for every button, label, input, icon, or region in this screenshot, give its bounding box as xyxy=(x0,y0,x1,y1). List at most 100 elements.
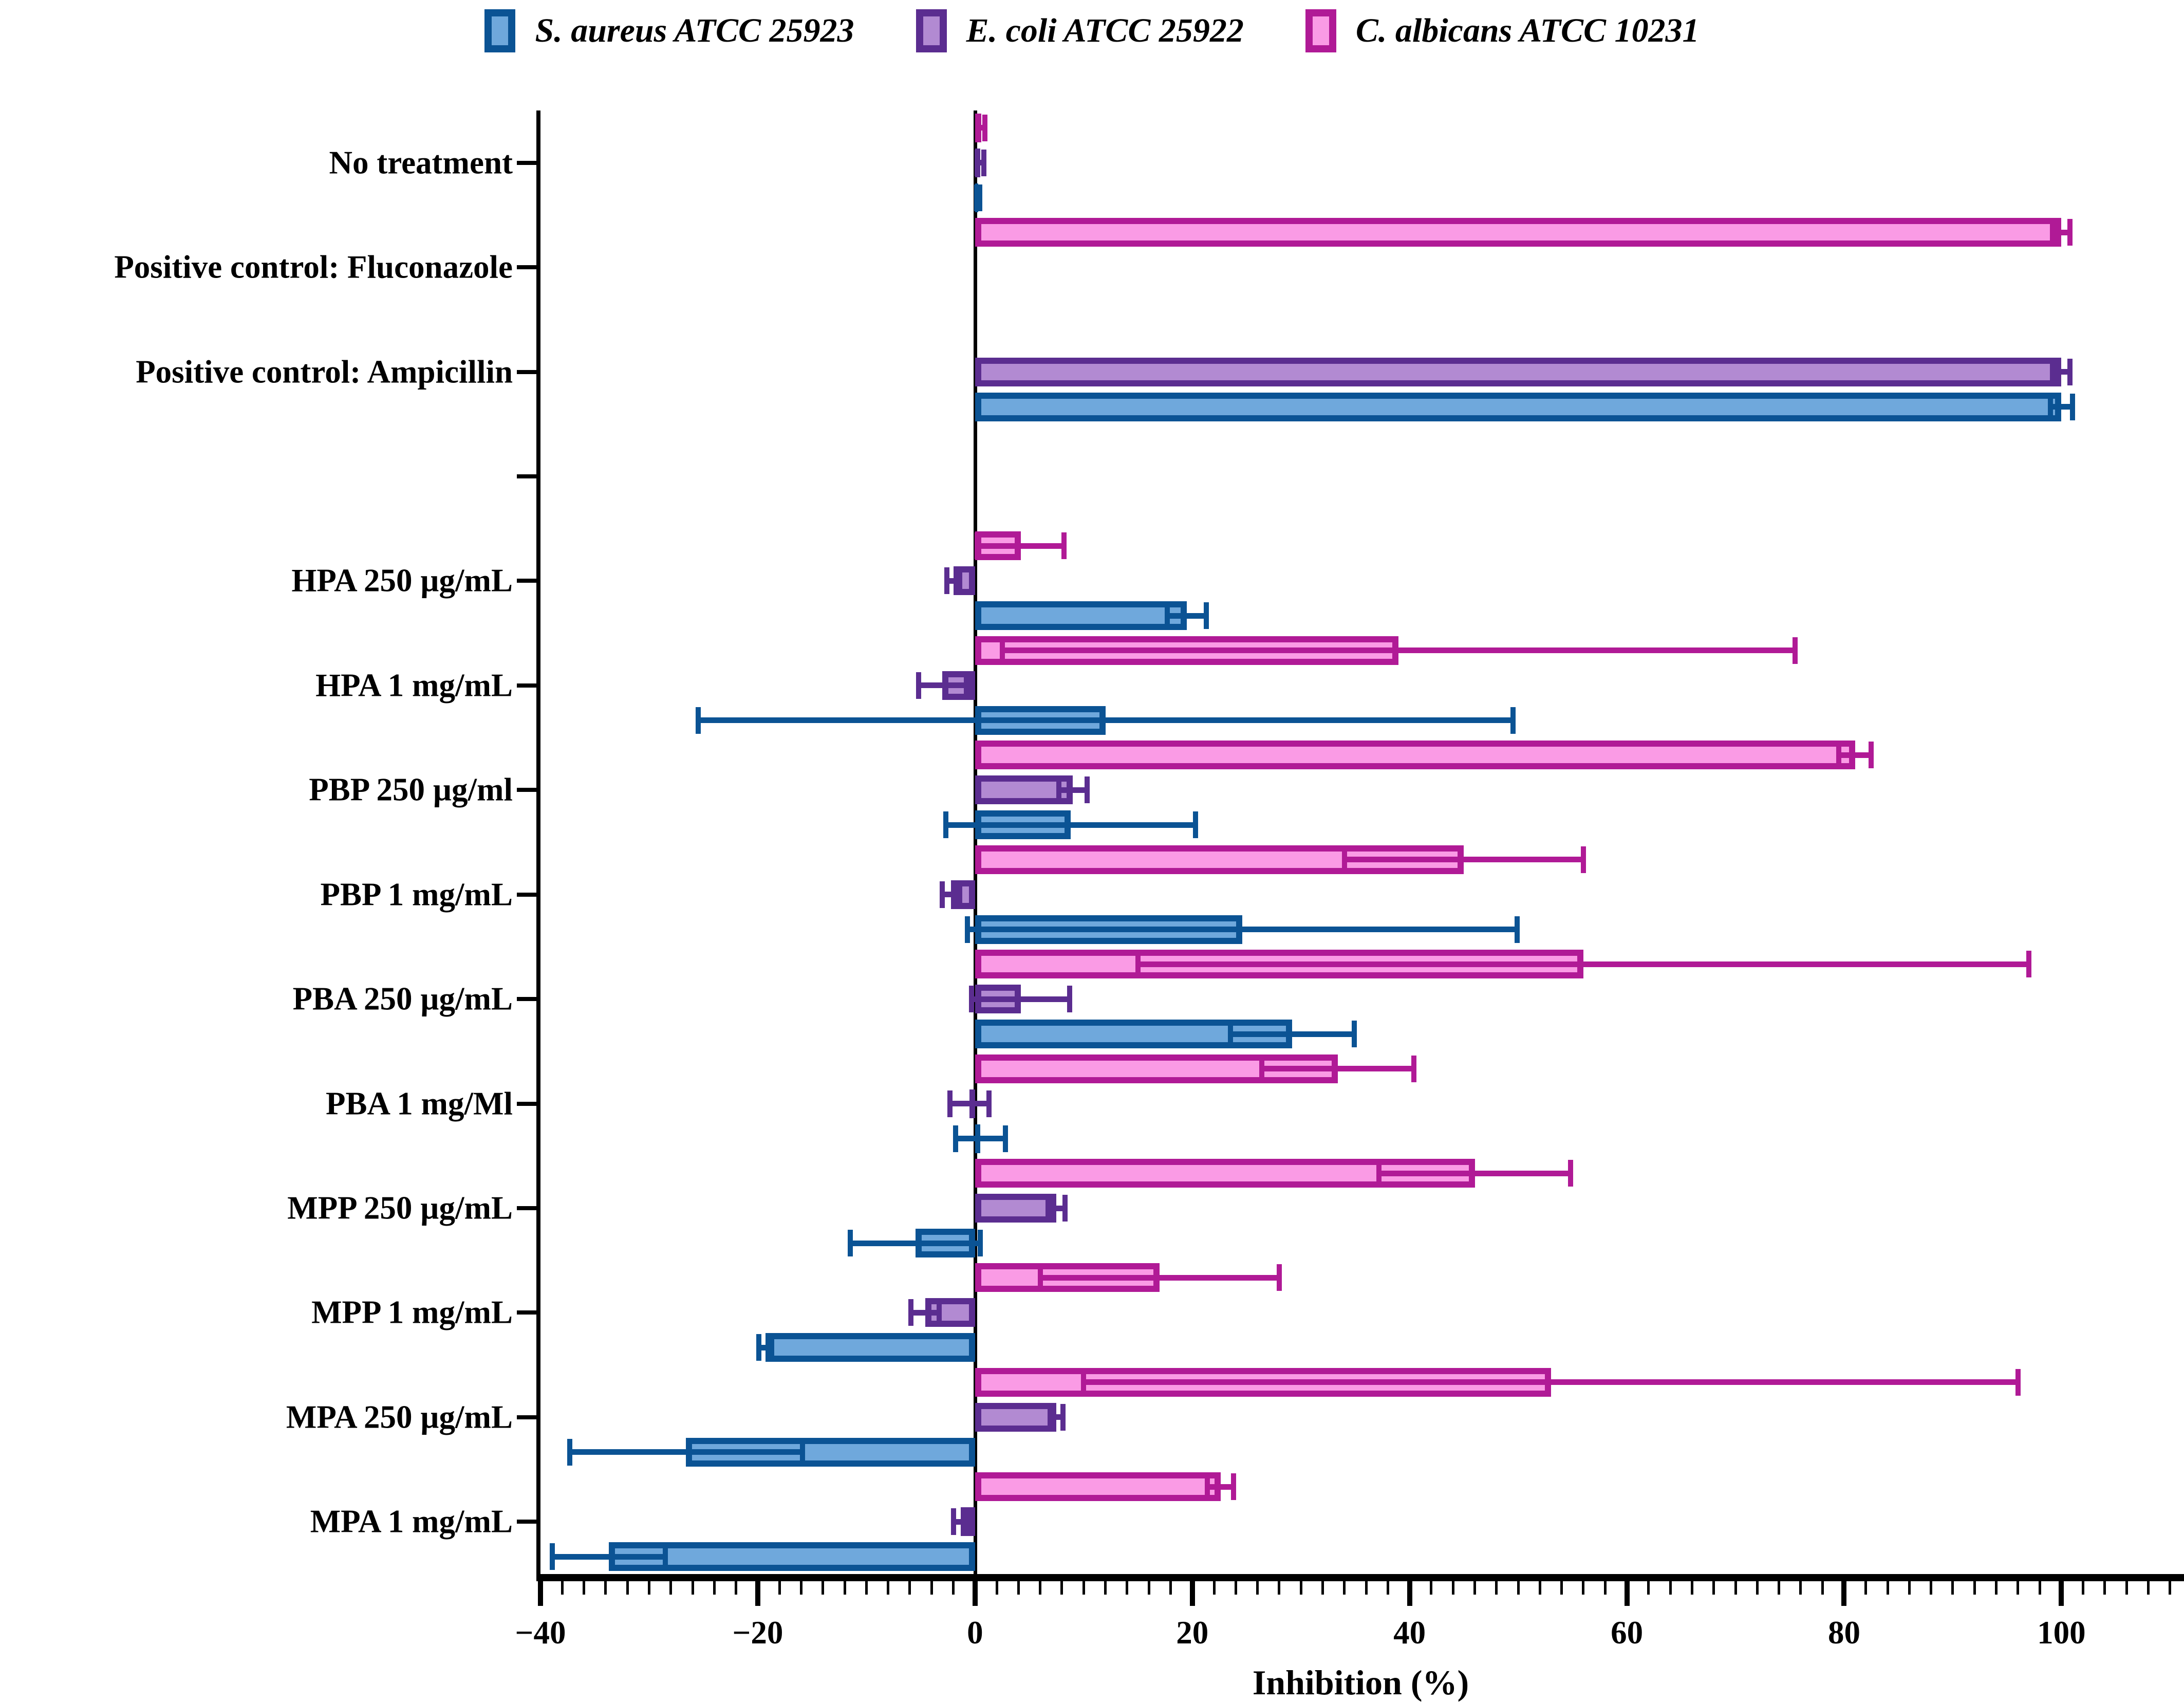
legend-label: S. aureus ATCC 25923 xyxy=(535,12,854,49)
category-label: PBP 250 µg/ml xyxy=(309,771,513,808)
bar xyxy=(951,880,975,909)
x-major-tick xyxy=(538,1581,543,1606)
x-major-tick xyxy=(1189,1581,1195,1606)
error-bar-cap xyxy=(2067,358,2073,385)
bar xyxy=(975,1402,1057,1432)
category-tick xyxy=(517,579,540,583)
x-minor-tick xyxy=(1821,1581,1824,1595)
x-major-tick xyxy=(972,1581,978,1606)
x-minor-tick xyxy=(1886,1581,1889,1595)
x-tick-label: −40 xyxy=(515,1615,566,1651)
category-tick xyxy=(517,160,540,165)
error-bar-line xyxy=(698,717,1513,724)
error-bar-cap xyxy=(1351,1021,1357,1048)
x-major-tick xyxy=(1841,1581,1847,1606)
category-tick xyxy=(517,788,540,792)
bar xyxy=(975,392,2062,421)
y-axis-spine xyxy=(536,110,540,1574)
bar xyxy=(765,1333,975,1362)
x-minor-tick xyxy=(2103,1581,2106,1595)
error-bar-line xyxy=(977,543,1065,549)
error-bar-line xyxy=(552,1553,666,1560)
x-minor-tick xyxy=(1234,1581,1237,1595)
x-minor-tick xyxy=(995,1581,998,1595)
error-bar-cap xyxy=(982,114,987,141)
x-minor-tick xyxy=(1212,1581,1216,1595)
x-minor-tick xyxy=(1582,1581,1585,1595)
x-minor-tick xyxy=(2017,1581,2020,1595)
error-bar-cap xyxy=(2026,951,2031,978)
error-bar-line xyxy=(918,682,966,689)
error-bar-line xyxy=(1167,613,1207,619)
error-bar-cap xyxy=(1341,846,1347,873)
error-bar-line xyxy=(759,1344,772,1350)
error-bar-cap xyxy=(975,532,980,560)
category-label: HPA 1 mg/mL xyxy=(315,667,513,704)
error-bar-cap xyxy=(2069,393,2075,420)
x-minor-tick xyxy=(2082,1581,2085,1595)
error-bar-cap xyxy=(974,184,979,211)
error-bar-cap xyxy=(957,567,963,595)
error-bar-cap xyxy=(975,149,980,176)
x-minor-tick xyxy=(713,1581,716,1595)
error-bar-line xyxy=(1379,1170,1571,1176)
bar xyxy=(609,1542,975,1571)
error-bar-line xyxy=(570,1449,802,1455)
error-bar-cap xyxy=(976,114,981,141)
category-label: No treatment xyxy=(329,144,513,181)
x-tick-label: 40 xyxy=(1393,1615,1426,1651)
legend-label: C. albicans ATCC 10231 xyxy=(1355,12,1700,49)
x-minor-tick xyxy=(2147,1581,2150,1595)
x-minor-tick xyxy=(735,1581,738,1595)
x-minor-tick xyxy=(1647,1581,1650,1595)
error-bar-line xyxy=(1262,1066,1414,1072)
error-bar-cap xyxy=(663,1543,668,1570)
x-minor-tick xyxy=(1386,1581,1389,1595)
category-tick xyxy=(517,1415,540,1419)
bar xyxy=(975,601,1187,631)
error-bar-line xyxy=(955,1136,1006,1142)
legend-item: C. albicans ATCC 10231 xyxy=(1305,9,1700,52)
error-bar-cap xyxy=(1081,1368,1087,1396)
x-minor-tick xyxy=(1017,1581,1020,1595)
error-bar-line xyxy=(1084,1379,2018,1385)
x-tick-label: 80 xyxy=(1827,1615,1860,1651)
error-bar-cap xyxy=(978,1230,983,1256)
error-bar-line xyxy=(1138,961,2029,967)
error-bar-cap xyxy=(1836,742,1841,769)
x-major-tick xyxy=(755,1581,760,1606)
x-minor-tick xyxy=(647,1581,650,1595)
error-bar-cap xyxy=(1205,1473,1210,1501)
x-tick-label: 0 xyxy=(967,1615,983,1651)
error-bar-cap xyxy=(847,1230,853,1256)
x-minor-tick xyxy=(1104,1581,1107,1595)
error-bar-cap xyxy=(966,1508,972,1535)
error-bar-line xyxy=(953,1519,969,1525)
error-bar-cap xyxy=(1869,742,1874,769)
error-bar-line xyxy=(1040,1274,1279,1281)
bar xyxy=(975,1472,1221,1502)
x-minor-tick xyxy=(1778,1581,1781,1595)
x-minor-tick xyxy=(1430,1581,1433,1595)
error-bar-cap xyxy=(1227,1021,1233,1048)
error-bar-cap xyxy=(1037,1264,1043,1291)
category-tick xyxy=(517,997,540,1002)
x-minor-tick xyxy=(843,1581,846,1595)
error-bar-line xyxy=(1058,787,1087,793)
x-minor-tick xyxy=(799,1581,802,1595)
x-minor-tick xyxy=(1299,1581,1302,1595)
error-bar-line xyxy=(967,927,1517,933)
x-minor-tick xyxy=(887,1581,890,1595)
x-minor-tick xyxy=(1256,1581,1259,1595)
error-bar-cap xyxy=(953,1125,958,1152)
error-bar-cap xyxy=(1259,1055,1265,1082)
x-minor-tick xyxy=(1930,1581,1933,1595)
x-minor-tick xyxy=(1126,1581,1129,1595)
x-minor-tick xyxy=(1278,1581,1281,1595)
error-bar-cap xyxy=(1376,1160,1382,1187)
error-bar-line xyxy=(1838,752,1872,758)
x-minor-tick xyxy=(1756,1581,1759,1595)
error-bar-cap xyxy=(1062,1195,1068,1222)
error-bar-cap xyxy=(2050,219,2056,246)
x-minor-tick xyxy=(2169,1581,2172,1595)
